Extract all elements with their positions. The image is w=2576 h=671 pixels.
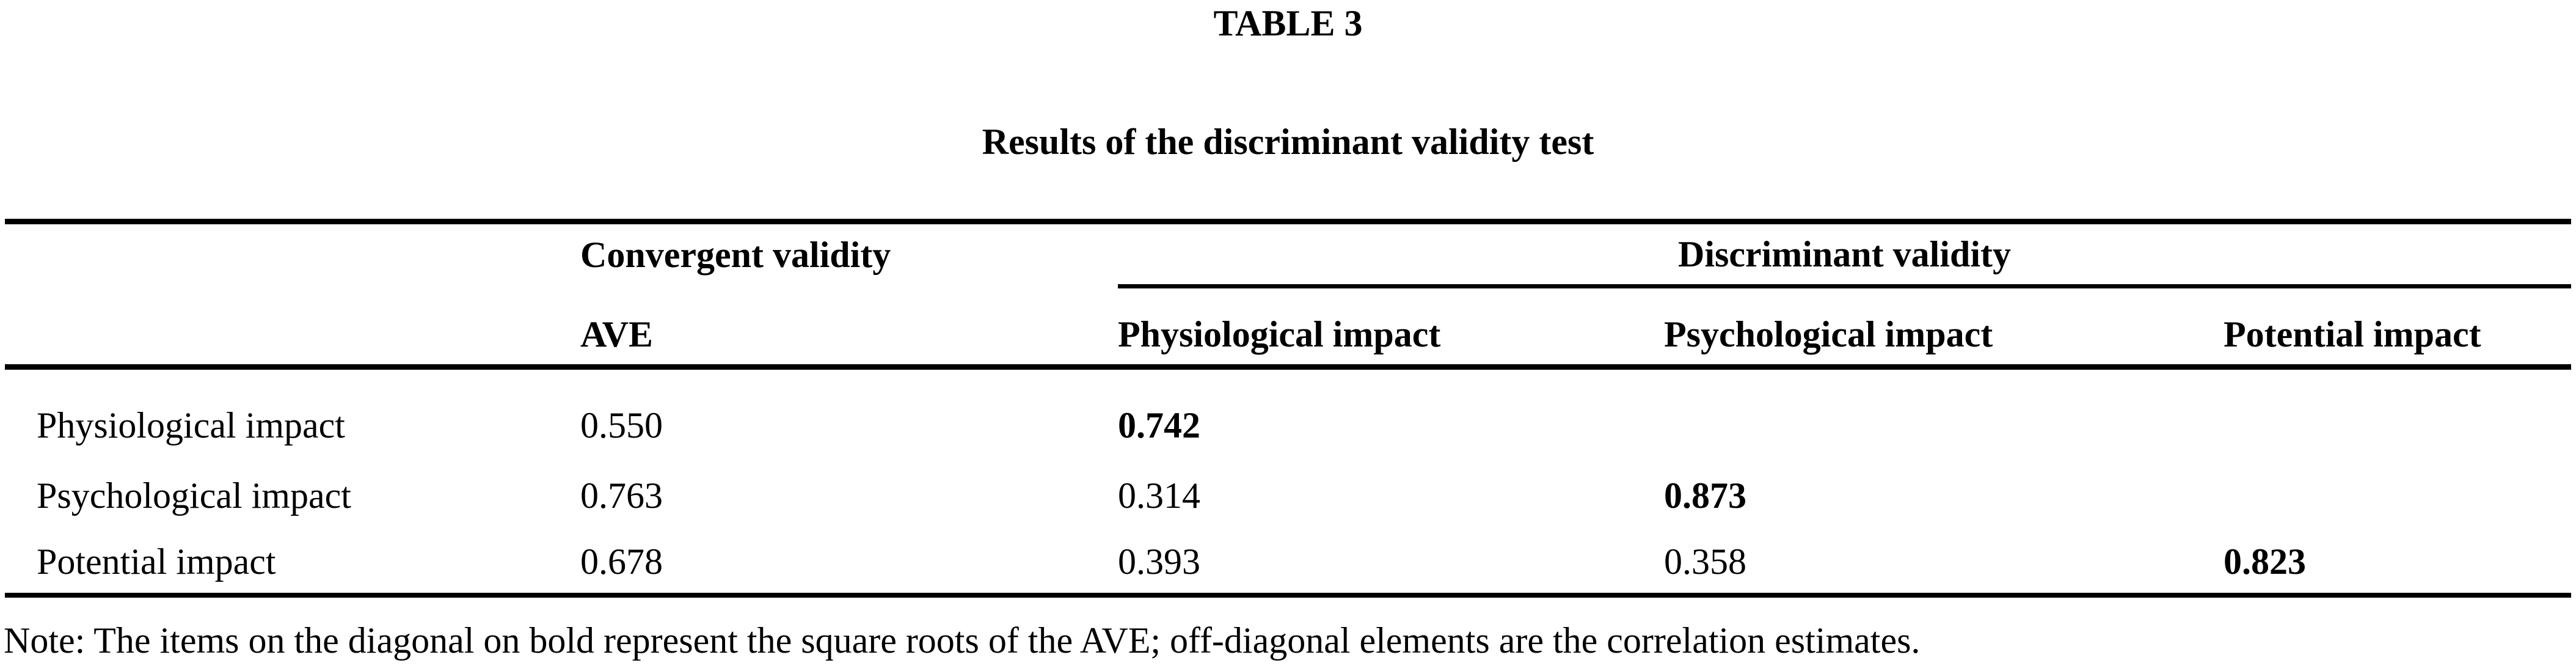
cell-physiological: 0.742 <box>1118 405 1200 446</box>
cell-potential: 0.823 <box>2224 526 2571 598</box>
column-header-psychological-impact: Psychological impact <box>1664 286 2224 370</box>
column-header-physiological-impact: Physiological impact <box>1118 286 1664 370</box>
page-title: TABLE 3 <box>1213 3 1363 43</box>
table-row-psychological: Psychological impact 0.763 0.314 0.873 <box>5 457 2571 527</box>
column-header-row-label <box>5 286 580 370</box>
table-row-physiological: Physiological impact 0.550 0.742 <box>5 367 2571 457</box>
cell-psychological: 0.358 <box>1664 526 2224 598</box>
group-header-spacer <box>5 222 580 287</box>
cell-physiological: 0.393 <box>1118 526 1664 598</box>
convergent-validity-header: Convergent validity <box>580 235 891 276</box>
results-table: Convergent validity Discriminant validit… <box>5 219 2571 598</box>
column-header-potential-impact: Potential impact <box>2224 286 2571 370</box>
cell-psychological <box>1664 367 2224 457</box>
column-header-ave: AVE <box>580 286 1118 370</box>
row-label: Psychological impact <box>37 475 351 516</box>
table-row-potential: Potential impact 0.678 0.393 0.358 0.823 <box>5 526 2571 598</box>
cell-ave: 0.550 <box>580 405 663 446</box>
cell-physiological: 0.314 <box>1118 475 1200 516</box>
row-label: Physiological impact <box>37 405 345 446</box>
discriminant-validity-header: Discriminant validity <box>1118 221 2571 288</box>
cell-potential <box>2224 367 2571 457</box>
cell-ave: 0.763 <box>580 475 663 516</box>
table-note: Note: The items on the diagonal on bold … <box>4 620 1921 661</box>
row-label: Potential impact <box>5 526 580 598</box>
table-subtitle: Results of the discriminant validity tes… <box>982 122 1594 162</box>
cell-potential <box>2224 457 2571 527</box>
cell-psychological: 0.873 <box>1664 475 1746 516</box>
column-header-row: AVE Physiological impact Psychological i… <box>5 286 2571 370</box>
group-header-row: Convergent validity Discriminant validit… <box>5 221 2571 288</box>
cell-ave: 0.678 <box>580 526 1118 598</box>
